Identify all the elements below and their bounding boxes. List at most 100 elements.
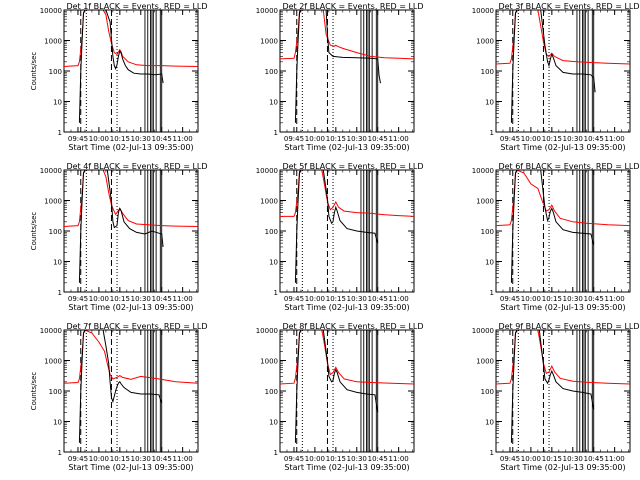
series-events-line [510,169,595,283]
x-axis-label: Start Time (02-Jul-13 09:35:00) [500,463,625,472]
series-lld-line [63,169,199,227]
y-axis-label: Counts/sec [30,52,38,91]
y-tick-label: 100 [481,68,494,76]
y-tick-label: 1000 [476,358,494,366]
y-tick-label: 10000 [256,167,278,175]
x-tick-label: 09:45 [68,455,88,463]
x-tick-label: 10:15 [542,455,562,463]
x-axis-label: Start Time (02-Jul-13 09:35:00) [284,303,409,312]
y-tick-label: 10 [485,259,494,267]
x-tick-label: 10:00 [521,135,541,143]
x-tick-label: 10:45 [584,295,604,303]
y-tick-label: 10000 [472,327,494,335]
y-tick-label: 10000 [472,7,494,15]
y-tick-label: 10 [53,419,62,427]
y-tick-label: 1000 [476,198,494,206]
y-tick-label: 1000 [44,358,62,366]
x-tick-label: 10:15 [326,455,346,463]
panel-title: Det 4f BLACK = Events, RED = LLD [66,162,207,171]
panel-title: Det 6f BLACK = Events, RED = LLD [498,162,639,171]
plot-frame [495,169,631,293]
series-events-line [294,9,381,123]
series-events-line [78,169,164,283]
panel-9: Det 9f BLACK = Events, RED = LLD 1 10 100 10… [472,322,640,472]
y-tick-label: 100 [265,388,278,396]
y-tick-label: 1 [490,289,494,297]
panel-1: Det 1f BLACK = Events, RED = LLD 1 10 100 10… [30,2,208,152]
panel-title: Det 9f BLACK = Events, RED = LLD [498,322,639,331]
x-axis-label: Start Time (02-Jul-13 09:35:00) [500,303,625,312]
panel-3: Det 3f BLACK = Events, RED = LLD 1 10 100 10… [472,2,640,152]
x-tick-label: 10:30 [563,295,583,303]
x-axis-label: Start Time (02-Jul-13 09:35:00) [500,143,625,152]
y-tick-label: 10000 [256,327,278,335]
x-tick-label: 09:45 [500,135,520,143]
plot-frame [279,9,415,133]
x-tick-label: 10:00 [89,455,109,463]
y-tick-label: 10000 [256,7,278,15]
x-tick-label: 09:45 [68,135,88,143]
y-tick-label: 10000 [40,167,62,175]
panel-title: Det 1f BLACK = Events, RED = LLD [66,2,207,11]
panel-8: Det 8f BLACK = Events, RED = LLD 1 10 100 10… [256,322,424,472]
y-tick-label: 1 [58,129,62,137]
x-tick-label: 10:00 [305,135,325,143]
x-tick-label: 09:45 [68,295,88,303]
y-tick-label: 1 [490,449,494,457]
y-tick-label: 100 [481,228,494,236]
x-tick-label: 10:30 [131,295,151,303]
plot-frame [63,169,199,293]
series-events-line [294,169,379,283]
x-tick-label: 10:45 [368,295,388,303]
series-lld-line [495,9,631,65]
x-axis-label: Start Time (02-Jul-13 09:35:00) [68,463,193,472]
x-tick-label: 10:30 [347,455,367,463]
panel-title: Det 8f BLACK = Events, RED = LLD [282,322,423,331]
y-tick-label: 1 [274,289,278,297]
x-tick-label: 10:30 [131,455,151,463]
y-tick-label: 1000 [44,38,62,46]
y-tick-label: 1000 [44,198,62,206]
x-tick-label: 09:45 [284,295,304,303]
panel-7: Det 7f BLACK = Events, RED = LLD 1 10 100 10… [30,322,208,472]
y-tick-label: 1 [490,129,494,137]
x-axis-label: Start Time (02-Jul-13 09:35:00) [68,143,193,152]
series-events-line [510,329,595,443]
x-tick-label: 11:00 [389,135,409,143]
y-axis-label: Counts/sec [30,212,38,251]
panel-title: Det 2f BLACK = Events, RED = LLD [282,2,423,11]
x-tick-label: 10:15 [326,295,346,303]
series-events-line [294,329,379,443]
y-tick-label: 1000 [476,38,494,46]
plot-frame [279,329,415,453]
y-tick-label: 10 [269,259,278,267]
series-lld-line [280,169,415,217]
x-tick-label: 10:15 [542,135,562,143]
plot-frame [279,169,415,293]
x-tick-label: 10:45 [152,455,172,463]
x-tick-label: 10:00 [305,295,325,303]
x-tick-label: 11:00 [389,295,409,303]
x-tick-label: 10:45 [584,455,604,463]
x-tick-label: 09:45 [284,455,304,463]
y-tick-label: 10000 [472,167,494,175]
x-tick-label: 11:00 [173,135,193,143]
x-tick-label: 10:00 [521,295,541,303]
y-tick-label: 10 [53,99,62,107]
x-tick-label: 10:00 [521,455,541,463]
x-tick-label: 10:15 [542,295,562,303]
x-tick-label: 09:45 [500,295,520,303]
series-lld-line [63,329,199,384]
x-tick-label: 11:00 [605,455,625,463]
y-tick-label: 1 [58,289,62,297]
x-tick-label: 11:00 [389,455,409,463]
y-axis-label: Counts/sec [30,372,38,411]
y-tick-label: 10000 [40,327,62,335]
x-axis-label: Start Time (02-Jul-13 09:35:00) [284,143,409,152]
panel-2: Det 2f BLACK = Events, RED = LLD 1 10 100 10… [256,2,424,152]
series-events-line [78,329,163,443]
y-tick-label: 100 [49,228,62,236]
y-tick-label: 1000 [260,198,278,206]
y-tick-label: 1 [274,449,278,457]
